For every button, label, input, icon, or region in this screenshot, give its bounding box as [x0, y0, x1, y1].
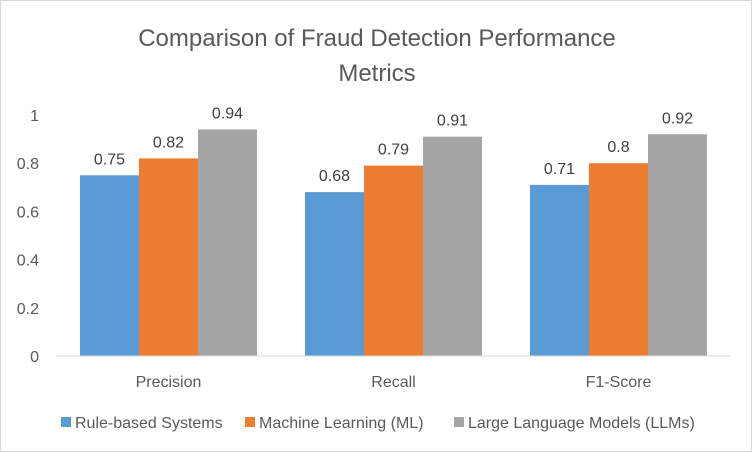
legend-swatch [245, 417, 255, 427]
legend-swatch [454, 417, 464, 427]
category-label: Precision [136, 374, 202, 391]
y-tick-label: 1 [30, 108, 39, 125]
y-tick-label: 0.4 [17, 253, 39, 270]
category-label: Recall [371, 374, 415, 391]
chart-title-line-2: Metrics [338, 60, 415, 87]
category-label: F1-Score [586, 374, 652, 391]
y-tick-label: 0.6 [17, 204, 39, 221]
legend-label: Machine Learning (ML) [259, 415, 424, 432]
y-axis: 0 0.2 0.4 0.6 0.8 1 [17, 108, 39, 366]
data-label: 0.8 [607, 139, 629, 156]
category-axis: Precision Recall F1-Score [56, 355, 731, 391]
data-label: 0.68 [319, 168, 350, 185]
data-label: 0.94 [212, 105, 243, 122]
legend-swatch [61, 417, 71, 427]
bar [589, 163, 648, 356]
bars-group: 0.75 0.82 0.94 0.68 0.79 0.91 0.71 0.8 0.92 [80, 105, 707, 356]
bar [364, 165, 423, 356]
bar [530, 184, 589, 356]
data-label: 0.79 [378, 142, 409, 159]
bar [80, 175, 139, 356]
bar [305, 192, 364, 356]
data-label: 0.92 [662, 110, 693, 127]
y-tick-label: 0.2 [17, 301, 39, 318]
y-tick-label: 0 [30, 349, 39, 366]
bar [648, 134, 707, 356]
data-label: 0.82 [153, 134, 184, 151]
data-label: 0.71 [544, 161, 575, 178]
bar [423, 136, 482, 356]
bar [139, 158, 198, 356]
legend-label: Large Language Models (LLMs) [468, 415, 695, 432]
data-label: 0.91 [437, 113, 468, 130]
y-tick-label: 0.8 [17, 156, 39, 173]
legend: Rule-based Systems Machine Learning (ML) L… [61, 415, 695, 432]
data-label: 0.75 [94, 151, 125, 168]
chart-title-line-1: Comparison of Fraud Detection Performanc… [138, 25, 616, 52]
bar [198, 129, 257, 356]
legend-label: Rule-based Systems [75, 415, 223, 432]
